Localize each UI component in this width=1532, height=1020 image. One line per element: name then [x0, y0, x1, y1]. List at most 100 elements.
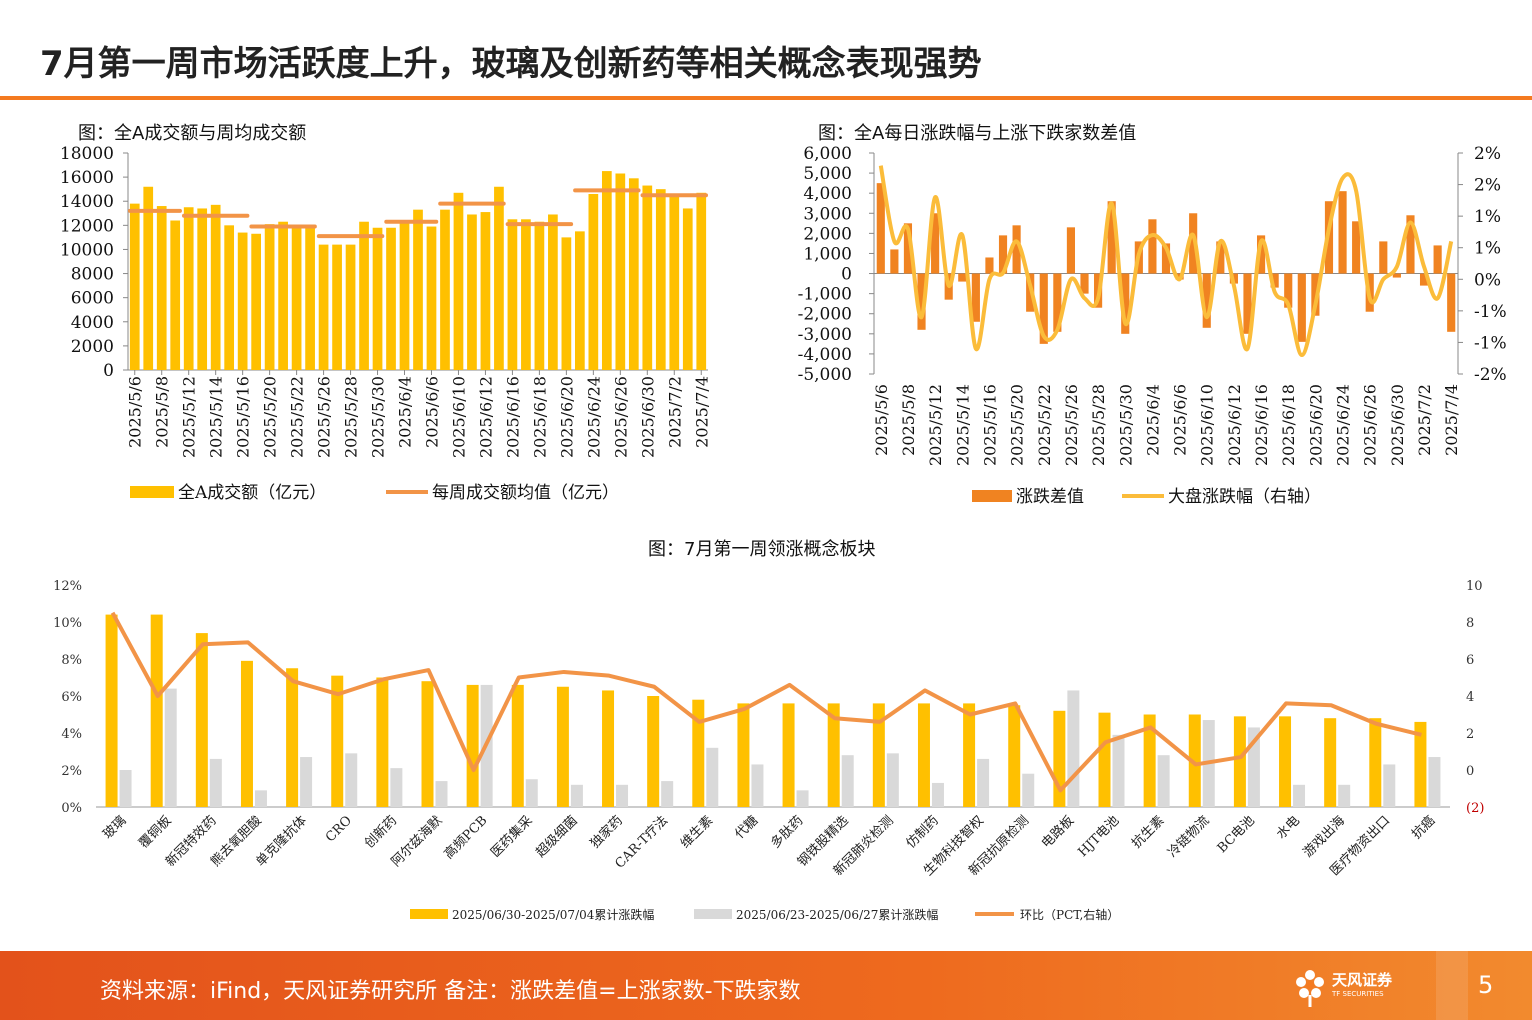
x-tick-label: 2025/6/10	[1198, 384, 1217, 466]
y-tick-label: 6,000	[803, 144, 852, 164]
current-week-bar	[692, 699, 705, 807]
breadth-bar	[1284, 273, 1293, 308]
breadth-bar	[1080, 273, 1089, 294]
turnover-bar	[453, 192, 464, 370]
turnover-bar	[696, 192, 707, 370]
x-tick-label: 仿制药	[904, 813, 942, 851]
legend-label-market: 大盘涨跌幅（右轴）	[1168, 487, 1321, 507]
breadth-bar	[1121, 273, 1130, 334]
y2-tick-label: -1%	[1474, 333, 1507, 353]
x-tick-label: 2025/5/6	[126, 376, 145, 448]
current-week-bar	[1369, 718, 1382, 807]
x-tick-label: 2025/6/10	[449, 376, 468, 458]
current-week-bar	[511, 684, 524, 807]
y-tick-label: -1,000	[798, 285, 852, 305]
breadth-bar	[1053, 273, 1062, 332]
x-tick-label: 超级细菌	[533, 813, 580, 860]
x-tick-label: 2025/6/12	[1225, 384, 1244, 466]
x-tick-label: 覆铜板	[136, 813, 174, 851]
y-tick-label: 2000	[71, 337, 114, 357]
y-tick-label: 4%	[61, 727, 82, 742]
turnover-bar	[156, 206, 167, 370]
x-tick-label: 抗癌	[1409, 813, 1439, 843]
turnover-bar	[615, 173, 626, 370]
previous-week-bar	[751, 764, 764, 807]
turnover-bar	[224, 225, 235, 370]
turnover-bar	[575, 231, 585, 370]
y-tick-label: -5,000	[798, 365, 852, 385]
x-tick-label: 冷链物流	[1165, 813, 1212, 860]
x-tick-label: 2025/7/4	[692, 376, 711, 448]
turnover-bar	[426, 226, 437, 370]
y2-tick-label: 10	[1466, 579, 1483, 594]
x-tick-label: 2025/7/4	[1442, 384, 1461, 456]
previous-week-bar	[661, 781, 674, 807]
breadth-bar	[1447, 273, 1456, 332]
current-week-bar	[1324, 718, 1337, 807]
x-tick-label: 2025/6/20	[557, 376, 576, 458]
turnover-bar	[278, 221, 288, 370]
y-tick-label: -3,000	[798, 325, 852, 345]
y2-tick-label: -1%	[1474, 302, 1507, 322]
turnover-bar	[170, 220, 181, 370]
current-week-bar	[1233, 716, 1246, 807]
previous-week-bar	[390, 768, 403, 807]
current-week-bar	[376, 677, 389, 807]
previous-week-bar	[886, 753, 899, 807]
previous-week-bar	[1383, 764, 1396, 807]
current-week-bar	[647, 696, 660, 807]
turnover-bar	[291, 226, 302, 370]
x-tick-label: 玻璃	[100, 813, 129, 842]
turnover-bar	[197, 208, 208, 370]
x-tick-label: 2025/5/22	[288, 376, 307, 458]
turnover-bar	[507, 219, 518, 370]
current-week-bar	[1053, 710, 1066, 807]
x-tick-label: 2025/5/26	[1062, 384, 1081, 466]
previous-week-bar	[525, 779, 538, 807]
x-tick-label: 2025/5/28	[1089, 384, 1108, 466]
x-tick-label: 2025/5/8	[153, 376, 172, 448]
turnover-bar	[642, 185, 653, 370]
y2-tick-label: 2	[1466, 727, 1474, 742]
current-week-bar	[1414, 721, 1427, 807]
turnover-bar	[548, 214, 558, 370]
previous-week-bar	[570, 784, 583, 807]
y-tick-label: 6%	[61, 690, 82, 705]
breadth-bar	[931, 213, 940, 274]
turnover-bar	[264, 224, 275, 370]
breadth-bar	[1297, 273, 1306, 342]
y-tick-label: 8%	[61, 653, 82, 668]
breadth-chart: -5,000-4,000-3,000-2,000-1,00001,0002,00…	[798, 144, 1507, 507]
breadth-bar	[917, 273, 926, 330]
breadth-bar	[998, 235, 1008, 274]
flower-logo-icon	[1296, 970, 1324, 1007]
x-tick-label: 2025/6/6	[422, 376, 441, 448]
x-tick-label: 2025/6/26	[611, 376, 630, 458]
y-tick-label: 8000	[71, 265, 114, 285]
current-week-bar	[150, 614, 163, 807]
legend-swatch-breadth	[972, 490, 1012, 502]
legend-swatch-previous	[694, 909, 732, 919]
breadth-bar	[985, 257, 994, 274]
turnover-bar	[129, 203, 140, 370]
x-tick-label: 2025/5/26	[315, 376, 334, 458]
x-tick-label: 2025/5/20	[261, 376, 280, 458]
x-tick-label: CRO	[323, 813, 355, 845]
x-tick-label: 2025/6/18	[530, 376, 549, 458]
x-tick-label: 2025/6/18	[1279, 384, 1298, 466]
x-tick-label: 2025/5/14	[953, 384, 972, 466]
y-tick-label: -2,000	[798, 305, 852, 325]
current-week-bar	[195, 633, 208, 807]
x-tick-label: 2025/5/12	[926, 384, 945, 466]
y-tick-label: 16000	[60, 168, 114, 188]
x-tick-label: 2025/6/12	[476, 376, 495, 458]
x-tick-label: 2025/6/30	[638, 376, 657, 458]
y2-tick-label: 4	[1466, 690, 1474, 705]
breadth-bar	[1066, 227, 1076, 274]
y-tick-label: 12%	[53, 579, 82, 594]
current-week-bar	[1279, 716, 1292, 807]
previous-week-bar	[345, 753, 358, 807]
source-note: 资料来源：iFind，天风证券研究所 备注：涨跌差值=上涨家数-下跌家数	[100, 979, 801, 1004]
breadth-bar	[1379, 241, 1388, 274]
x-tick-label: 2025/5/30	[1116, 384, 1135, 466]
